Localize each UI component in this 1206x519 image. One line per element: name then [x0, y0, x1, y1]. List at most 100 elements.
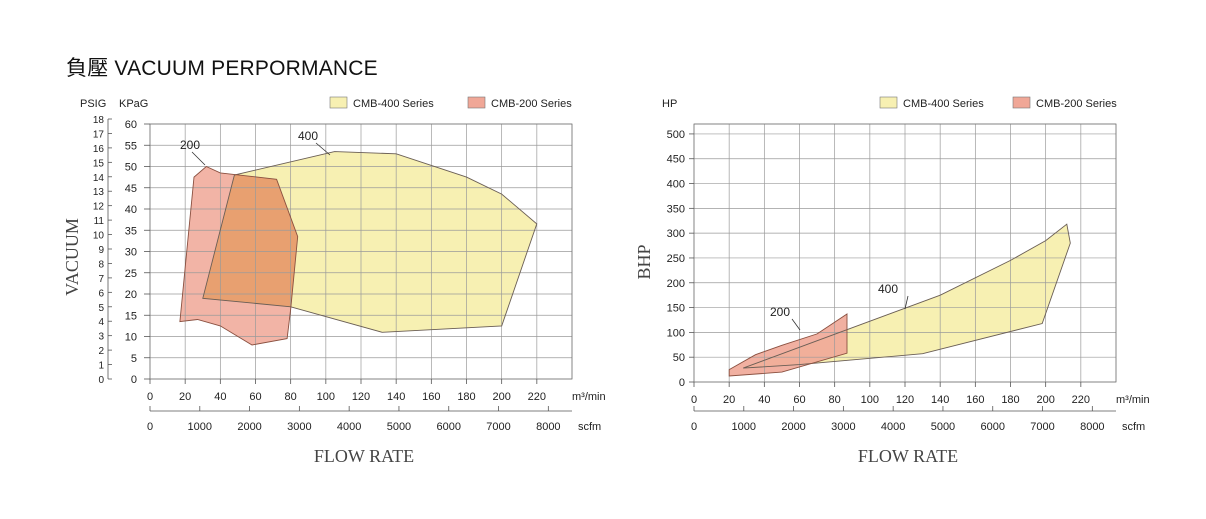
series-callout-200: 200	[770, 305, 790, 319]
x-tick-label-m3: 160	[422, 391, 440, 403]
y-tick-label-hp: 500	[667, 129, 685, 141]
legend-label: CMB-400 Series	[903, 98, 984, 110]
x-tick-label-m3: 180	[457, 391, 475, 403]
x-unit-m3: m³/min	[572, 391, 606, 403]
x-tick-label-scfm: 8000	[536, 421, 560, 433]
y-tick-label-hp: 0	[679, 377, 685, 389]
y-tick-label-hp: 350	[667, 203, 685, 215]
y-tick-label-kpag: 25	[125, 268, 137, 280]
y-tick-label-psig: 7	[98, 274, 104, 285]
legend-swatch	[1012, 96, 1031, 109]
y-tick-label-psig: 18	[93, 115, 105, 126]
x-tick-label-scfm: 7000	[1030, 421, 1054, 433]
y-tick-label-kpag: 50	[125, 162, 137, 174]
x-tick-label-m3: 220	[1072, 394, 1090, 406]
y-tick-label-psig: 9	[98, 245, 104, 256]
x-tick-label-scfm: 0	[691, 421, 697, 433]
y-tick-label-kpag: 55	[125, 140, 137, 152]
y-axis-title: BHP	[634, 244, 654, 279]
x-tick-label-m3: 140	[387, 391, 405, 403]
y-tick-label-hp: 250	[667, 253, 685, 265]
y-tick-label-kpag: 35	[125, 225, 137, 237]
legend-label: CMB-400 Series	[353, 98, 434, 110]
x-tick-label-scfm: 3000	[287, 421, 311, 433]
x-tick-label-m3: 0	[691, 394, 697, 406]
x-tick-label-scfm: 1000	[732, 421, 756, 433]
x-tick-label-m3: 40	[758, 394, 770, 406]
x-tick-label-m3: 100	[861, 394, 879, 406]
x-unit-m3: m³/min	[1116, 394, 1150, 406]
x-tick-label-scfm: 6000	[437, 421, 461, 433]
x-tick-label-scfm: 0	[147, 421, 153, 433]
y-tick-label-kpag: 60	[125, 119, 137, 131]
series-callout-400: 400	[878, 282, 898, 296]
y-tick-label-psig: 0	[98, 375, 104, 386]
y-tick-label-kpag: 10	[125, 332, 137, 344]
x-tick-label-m3: 60	[249, 391, 261, 403]
y-tick-label-hp: 100	[667, 327, 685, 339]
y-tick-label-psig: 3	[98, 332, 104, 343]
y-tick-label-psig: 14	[93, 173, 105, 184]
x-tick-label-m3: 200	[492, 391, 510, 403]
x-axis-title: FLOW RATE	[314, 446, 414, 466]
x-tick-label-m3: 20	[179, 391, 191, 403]
y-axis-title: VACUUM	[62, 218, 82, 296]
y-tick-label-hp: 200	[667, 278, 685, 290]
callout-leader	[904, 295, 909, 310]
page-title: 負壓 VACUUM PERPORMANCE	[66, 57, 378, 80]
y-unit-psig: PSIG	[80, 98, 106, 110]
y-tick-label-psig: 10	[93, 231, 105, 242]
x-tick-label-m3: 120	[896, 394, 914, 406]
x-tick-label-scfm: 5000	[931, 421, 955, 433]
callout-leader	[791, 318, 801, 331]
x-tick-label-m3: 200	[1036, 394, 1054, 406]
x-unit-scfm: scfm	[578, 421, 601, 433]
x-tick-label-m3: 220	[528, 391, 546, 403]
x-unit-scfm: scfm	[1122, 421, 1145, 433]
series-cmb-400-outline	[202, 151, 538, 333]
y-tick-label-psig: 13	[93, 187, 105, 198]
y-tick-label-psig: 1	[98, 361, 104, 372]
series-cmb-400-outline	[743, 223, 1071, 369]
x-tick-label-m3: 0	[147, 391, 153, 403]
x-tick-label-m3: 120	[352, 391, 370, 403]
series-callout-200: 200	[180, 138, 200, 152]
x-tick-label-scfm: 7000	[486, 421, 510, 433]
series-cmb-200-area	[729, 314, 847, 376]
y-tick-label-kpag: 5	[131, 353, 137, 365]
x-tick-label-scfm: 2000	[781, 421, 805, 433]
y-tick-label-psig: 4	[98, 317, 104, 328]
x-tick-label-scfm: 8000	[1080, 421, 1104, 433]
x-tick-label-m3: 40	[214, 391, 226, 403]
x-tick-label-scfm: 3000	[831, 421, 855, 433]
chart-2: 0 20 40 60 80 100 120 140 160 180 200 220 m³/min 0 100…	[634, 96, 1150, 466]
y-tick-label-kpag: 30	[125, 247, 137, 259]
y-tick-label-psig: 2	[98, 346, 104, 357]
y-tick-label-hp: 450	[667, 154, 685, 166]
x-tick-label-scfm: 5000	[387, 421, 411, 433]
legend-swatch	[329, 96, 348, 109]
x-axis-title: FLOW RATE	[858, 446, 958, 466]
y-tick-label-kpag: 0	[131, 374, 137, 386]
y-tick-label-psig: 8	[98, 259, 104, 270]
x-tick-label-m3: 80	[285, 391, 297, 403]
x-tick-label-m3: 140	[931, 394, 949, 406]
y-tick-label-psig: 5	[98, 303, 104, 314]
callout-leader	[315, 142, 331, 156]
x-tick-label-m3: 60	[793, 394, 805, 406]
x-tick-label-m3: 180	[1001, 394, 1019, 406]
x-tick-label-scfm: 6000	[981, 421, 1005, 433]
x-tick-label-m3: 20	[723, 394, 735, 406]
y-unit-hp: HP	[662, 98, 677, 110]
x-tick-label-scfm: 1000	[188, 421, 212, 433]
y-tick-label-hp: 400	[667, 179, 685, 191]
y-tick-label-psig: 17	[93, 129, 105, 140]
callout-leader	[191, 151, 206, 166]
y-tick-label-hp: 300	[667, 228, 685, 240]
y-tick-label-psig: 16	[93, 144, 105, 155]
x-tick-label-m3: 100	[317, 391, 335, 403]
series-cmb-200-outline	[728, 313, 848, 377]
y-tick-label-hp: 150	[667, 303, 685, 315]
x-tick-label-scfm: 2000	[237, 421, 261, 433]
